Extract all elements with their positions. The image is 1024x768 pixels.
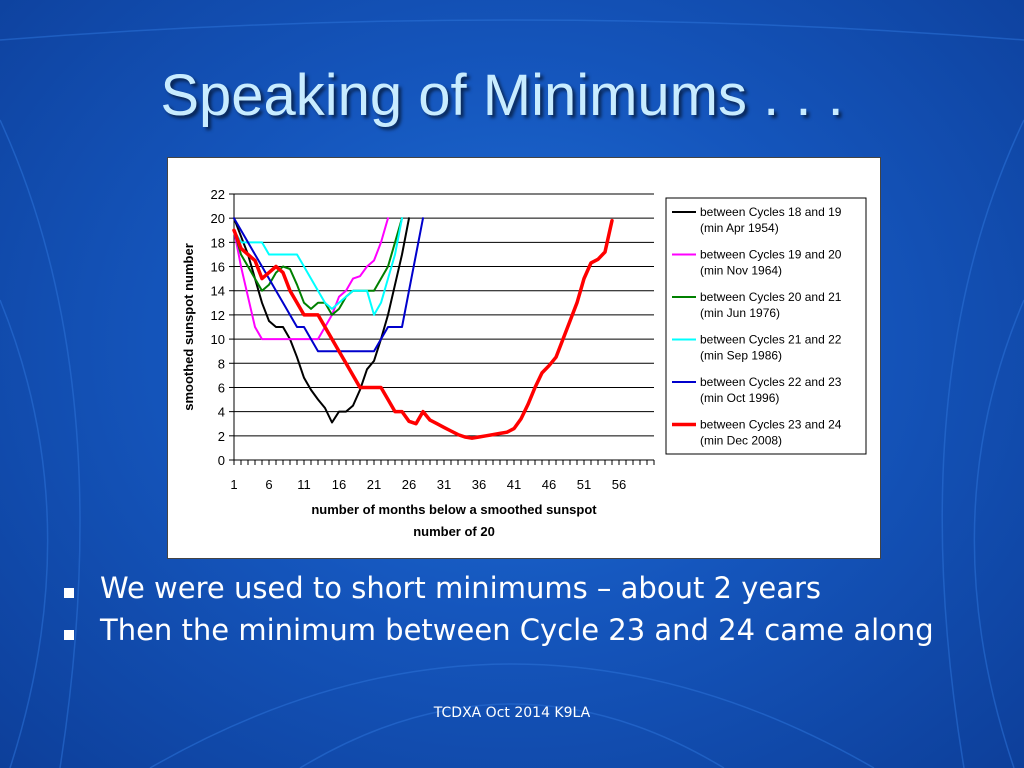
series-line — [233, 217, 424, 353]
x-tick-label: 6 — [265, 477, 272, 492]
x-tick-label: 41 — [507, 477, 521, 492]
legend-entry-detail: (min Nov 1964) — [700, 264, 782, 278]
y-tick-label: 22 — [211, 187, 225, 202]
slide-title: Speaking of Minimums . . . — [160, 63, 844, 128]
y-tick-label: 12 — [211, 308, 225, 323]
y-axis-label: smoothed sunspot number — [181, 243, 196, 411]
y-tick-label: 2 — [218, 429, 225, 444]
y-tick-label: 10 — [211, 332, 225, 347]
legend-entry: between Cycles 22 and 23 — [700, 375, 842, 389]
gridlines — [234, 193, 654, 437]
chart-frame: 0 2 4 6 8 10 12 14 16 18 20 22 1 6 11 16 21 26 31 36 41 46 51 5… — [167, 157, 881, 559]
legend-entry: between Cycles 20 and 21 — [700, 290, 842, 304]
x-tick-label: 51 — [577, 477, 591, 492]
legend-entry-detail: (min Jun 1976) — [700, 306, 780, 320]
x-tick-label: 31 — [437, 477, 451, 492]
bullet-item: Then the minimum between Cycle 23 and 24… — [60, 614, 1000, 646]
legend-entry-detail: (min Oct 1996) — [700, 391, 779, 405]
y-tick-label: 4 — [218, 405, 225, 420]
x-tick-label: 46 — [542, 477, 556, 492]
y-tick-label: 6 — [218, 380, 225, 395]
legend-entry-detail: (min Apr 1954) — [700, 221, 779, 235]
bullet-item: We were used to short minimums – about 2… — [60, 572, 1000, 604]
series-line — [233, 217, 403, 316]
x-tick-label: 21 — [367, 477, 381, 492]
legend: between Cycles 18 and 19 (min Apr 1954) be… — [665, 197, 867, 455]
y-tick-label: 0 — [218, 453, 225, 468]
legend-entry: between Cycles 18 and 19 — [700, 205, 842, 219]
x-tick-label: 36 — [472, 477, 486, 492]
y-tick-label: 14 — [211, 284, 225, 299]
y-tick-label: 16 — [211, 260, 225, 275]
legend-entry: between Cycles 23 and 24 — [700, 418, 842, 432]
bullet-list: We were used to short minimums – about 2… — [60, 572, 1000, 656]
legend-entry-detail: (min Sep 1986) — [700, 349, 782, 363]
x-tick-label: 26 — [402, 477, 416, 492]
x-tick-label: 1 — [230, 477, 237, 492]
y-tick-label: 8 — [218, 356, 225, 371]
series-line — [233, 217, 403, 316]
legend-entry: between Cycles 19 and 20 — [700, 248, 842, 262]
x-axis-label-line1: number of months below a smoothed sunspo… — [311, 502, 597, 517]
x-tick-label: 16 — [332, 477, 346, 492]
y-tick-label: 20 — [211, 211, 225, 226]
legend-entry-detail: (min Dec 2008) — [700, 434, 782, 448]
y-tick-label: 18 — [211, 235, 225, 250]
slide-footer: TCDXA Oct 2014 K9LA — [433, 705, 591, 721]
x-tick-label: 11 — [297, 477, 311, 492]
x-tick-label: 56 — [612, 477, 626, 492]
series-lines — [232, 217, 614, 440]
series-line — [232, 218, 614, 440]
legend-box — [665, 197, 867, 455]
legend-entry: between Cycles 21 and 22 — [700, 333, 842, 347]
x-axis-label-line2: number of 20 — [413, 524, 495, 539]
